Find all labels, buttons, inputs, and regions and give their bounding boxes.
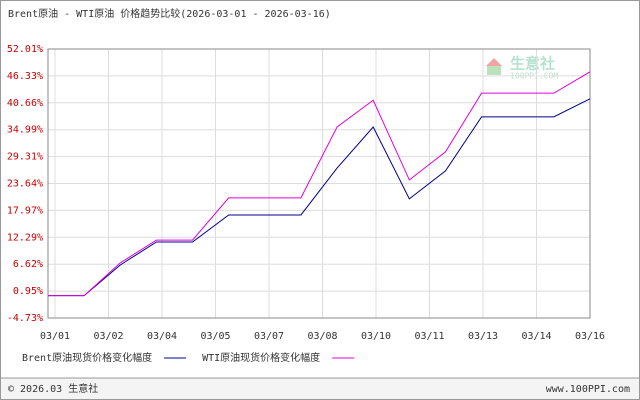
legend-label: Brent原油现货价格变化幅度 [22, 351, 152, 364]
x-tick-label: 03/04 [147, 331, 177, 342]
footer-bar [1, 378, 639, 399]
x-tick-label: 03/02 [93, 331, 123, 342]
y-tick-label: -4.73% [7, 313, 43, 324]
watermark-icon [487, 66, 501, 75]
x-tick-label: 03/08 [307, 331, 337, 342]
y-tick-label: 46.33% [7, 71, 43, 82]
y-tick-label: 6.62% [13, 259, 43, 270]
plot-border [47, 48, 591, 319]
series-line [48, 71, 591, 297]
y-tick-label: 17.97% [7, 205, 43, 216]
y-tick-label: 0.95% [13, 286, 43, 297]
watermark-icon [486, 58, 502, 66]
footer-right: www.100PPI.com [546, 384, 630, 395]
watermark-name: 生意社 [510, 55, 555, 73]
y-tick-label: 29.31% [7, 152, 43, 163]
y-tick-label: 23.64% [7, 179, 43, 190]
x-tick-label: 03/13 [468, 331, 498, 342]
y-tick-label: 40.66% [7, 98, 43, 109]
x-tick-label: 03/11 [414, 331, 444, 342]
series-line [48, 98, 591, 297]
x-tick-label: 03/01 [40, 331, 70, 342]
x-tick-label: 03/16 [575, 331, 605, 342]
y-tick-label: 52.01% [7, 44, 43, 55]
x-tick-label: 03/05 [200, 331, 230, 342]
x-tick-label: 03/07 [254, 331, 284, 342]
legend-label: WTI原油现货价格变化幅度 [202, 351, 320, 364]
footer-left: © 2026.03 生意社 [8, 382, 98, 395]
x-tick-label: 03/10 [361, 331, 391, 342]
chart-title: Brent原油 - WTI原油 价格趋势比较(2026-03-01 - 2026… [8, 7, 331, 20]
x-tick-label: 03/14 [521, 331, 551, 342]
y-tick-label: 12.29% [7, 232, 43, 243]
y-tick-label: 34.99% [7, 125, 43, 136]
